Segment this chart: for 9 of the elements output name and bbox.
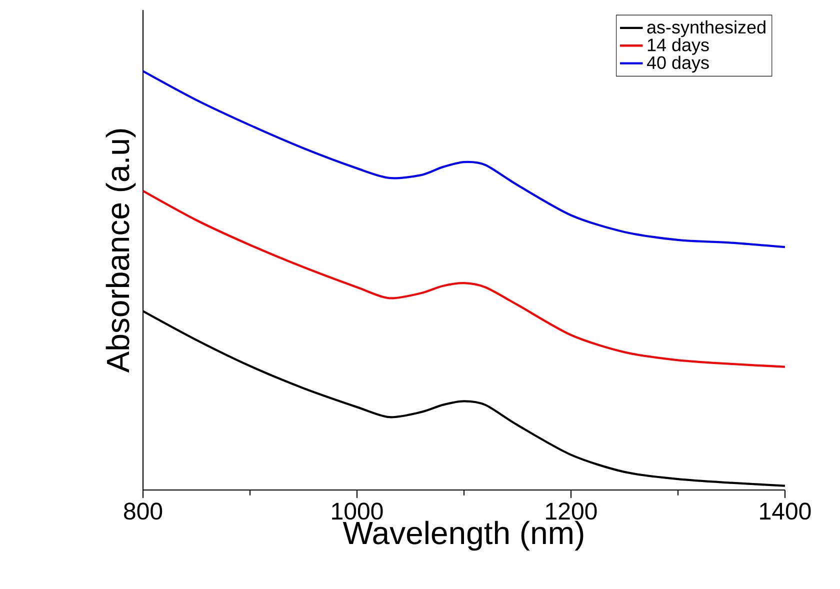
x-tick-label: 1000 — [332, 502, 383, 520]
x-tick-label: 1400 — [760, 502, 811, 520]
legend-label: 40 days — [646, 56, 709, 73]
legend-label: 14 days — [648, 38, 709, 55]
y-axis-title: Absorbance (a.u) — [106, 129, 136, 373]
legend-label: as-synthesized — [647, 20, 766, 38]
x-tick-label: 800 — [124, 502, 162, 520]
x-axis-title: Wavelength (nm) — [342, 520, 584, 551]
x-tick-label: 1200 — [546, 502, 597, 520]
